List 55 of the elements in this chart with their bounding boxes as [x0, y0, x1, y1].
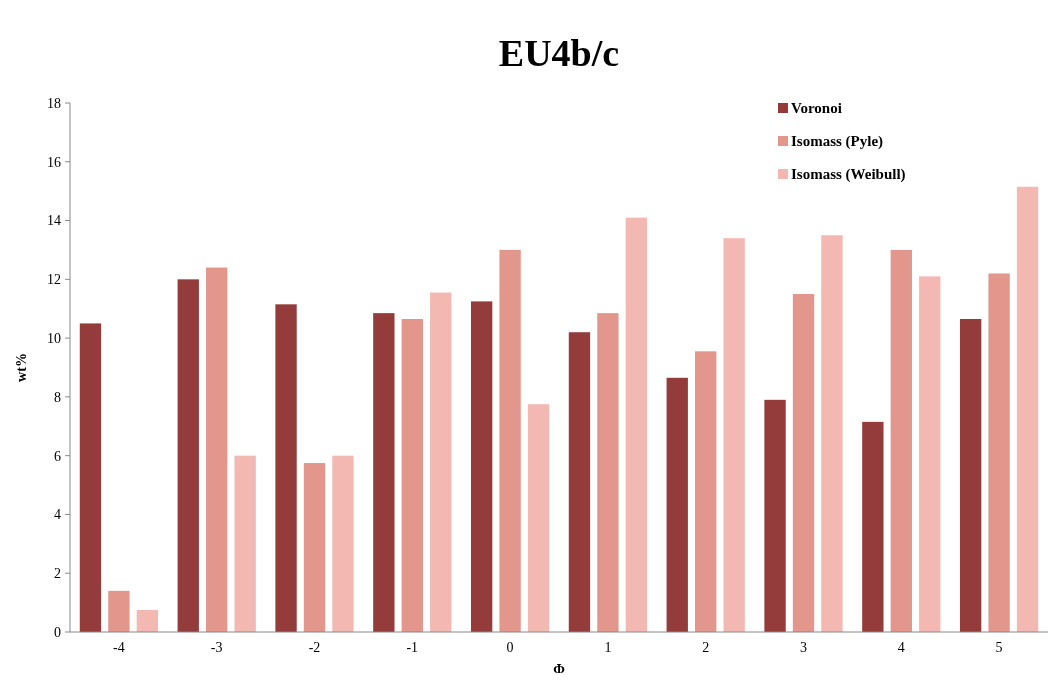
x-tick-label: 2 [702, 640, 710, 655]
bar [470, 301, 493, 632]
bar [79, 323, 102, 632]
y-tick-label: 10 [47, 331, 61, 347]
y-tick-label: 16 [47, 154, 61, 170]
x-tick-label: 1 [604, 640, 612, 655]
y-axis-title: wt% [14, 353, 29, 382]
bar [919, 276, 941, 632]
y-tick-label: 6 [54, 448, 61, 464]
y-tick-label: 12 [47, 272, 61, 288]
bar [792, 294, 815, 632]
x-tick-label: 5 [995, 640, 1003, 655]
bar [695, 351, 717, 632]
bar [430, 292, 452, 632]
bar [959, 319, 982, 632]
y-tick-label: 14 [47, 213, 61, 229]
x-tick-label: 0 [506, 640, 514, 655]
y-tick-label: 2 [54, 566, 61, 582]
x-tick-label: -2 [308, 640, 321, 655]
bar [275, 304, 297, 632]
bar [136, 609, 159, 632]
bar [764, 399, 786, 632]
x-tick-label: -3 [210, 640, 223, 655]
bar [1016, 186, 1039, 632]
bar [108, 590, 130, 632]
bar [206, 267, 228, 632]
bar [862, 421, 884, 632]
y-tick-label: 4 [54, 507, 61, 523]
x-tick-label: 3 [800, 640, 807, 655]
bar [988, 273, 1010, 632]
bar [890, 249, 912, 632]
bar [401, 319, 423, 632]
legend-label: Isomass (Pyle) [791, 133, 884, 151]
y-tick-label: 0 [54, 624, 61, 640]
bar [821, 235, 843, 632]
bar [177, 279, 199, 632]
legend-label: Voronoi [791, 100, 842, 117]
bar [499, 249, 521, 632]
chart-title: EU4b/c [498, 32, 620, 74]
bar [373, 313, 395, 632]
bar [303, 463, 326, 632]
x-tick-label: 4 [897, 640, 905, 655]
bar [666, 377, 688, 632]
bar [568, 332, 591, 632]
bar [597, 313, 619, 632]
y-tick-label: 18 [47, 95, 61, 111]
y-tick-label: 8 [54, 389, 61, 405]
bar [332, 455, 354, 632]
bar [234, 455, 256, 632]
legend-label: Isomass (Weibull) [791, 166, 906, 184]
x-tick-label: -1 [406, 640, 419, 655]
bar [723, 238, 745, 632]
bar [527, 404, 550, 632]
x-tick-label: -4 [113, 640, 125, 655]
bar [625, 217, 648, 632]
